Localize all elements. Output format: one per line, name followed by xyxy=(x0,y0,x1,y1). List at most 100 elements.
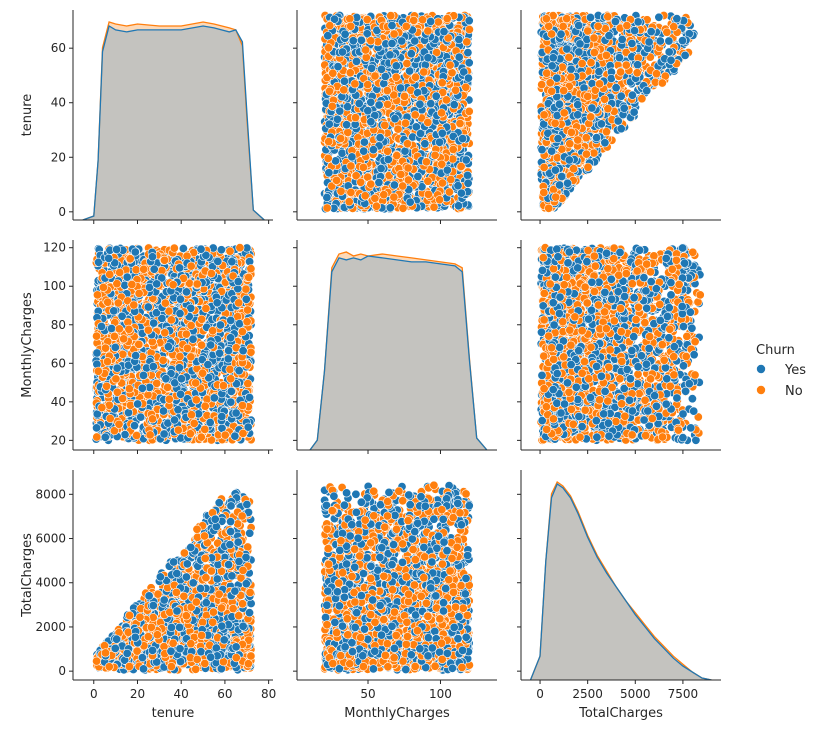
point-yes xyxy=(643,87,651,95)
point-no xyxy=(652,70,660,78)
point-no xyxy=(346,69,354,77)
point-no xyxy=(582,150,590,158)
point-yes xyxy=(343,103,351,111)
point-no xyxy=(590,34,598,42)
point-no xyxy=(380,191,388,199)
point-yes xyxy=(464,179,472,187)
point-no xyxy=(578,59,586,67)
point-yes xyxy=(681,51,689,59)
point-yes xyxy=(465,17,473,25)
point-no xyxy=(638,95,646,103)
point-yes xyxy=(548,62,556,70)
point-yes xyxy=(377,65,385,73)
point-no xyxy=(324,154,332,162)
point-yes xyxy=(605,32,613,40)
point-yes xyxy=(427,17,435,25)
point-no xyxy=(584,92,592,100)
point-no xyxy=(344,128,352,136)
point-no xyxy=(371,194,379,202)
point-yes xyxy=(414,172,422,180)
point-yes xyxy=(438,129,446,137)
point-yes xyxy=(357,36,365,44)
point-no xyxy=(545,204,553,212)
point-no xyxy=(340,86,348,94)
point-no xyxy=(543,69,551,77)
point-yes xyxy=(551,166,559,174)
point-no xyxy=(325,87,333,95)
point-no xyxy=(658,79,666,87)
point-no xyxy=(542,15,550,23)
point-yes xyxy=(549,54,557,62)
point-no xyxy=(390,193,398,201)
scatter-points xyxy=(320,11,473,213)
point-no xyxy=(424,177,432,185)
scatter-points xyxy=(92,244,256,445)
point-yes xyxy=(557,30,565,38)
point-yes xyxy=(435,138,443,146)
point-yes xyxy=(391,115,399,123)
point-no xyxy=(325,137,333,145)
point-yes xyxy=(576,40,584,48)
point-yes xyxy=(458,134,466,142)
point-yes xyxy=(367,64,375,72)
point-no xyxy=(404,164,412,172)
scatter-points xyxy=(537,11,698,212)
point-yes xyxy=(416,100,424,108)
point-no xyxy=(437,109,445,117)
point-yes xyxy=(338,48,346,56)
point-yes xyxy=(462,156,470,164)
point-yes xyxy=(617,92,625,100)
point-yes xyxy=(567,65,575,73)
point-no xyxy=(623,21,631,29)
point-no xyxy=(551,119,559,127)
point-yes xyxy=(325,120,333,128)
point-no xyxy=(430,203,438,211)
point-no xyxy=(332,176,340,184)
point-yes xyxy=(325,169,333,177)
point-yes xyxy=(375,178,383,186)
point-yes xyxy=(390,181,398,189)
point-yes xyxy=(620,104,628,112)
point-no xyxy=(547,30,555,38)
point-yes xyxy=(369,146,377,154)
point-no xyxy=(367,37,375,45)
point-no xyxy=(359,163,367,171)
point-no xyxy=(540,188,548,196)
point-no xyxy=(448,69,456,77)
point-no xyxy=(548,87,556,95)
point-no xyxy=(411,111,419,119)
point-yes xyxy=(386,204,394,212)
point-yes xyxy=(464,48,472,56)
point-yes xyxy=(464,74,472,82)
point-no xyxy=(438,179,446,187)
point-no xyxy=(463,38,471,46)
point-yes xyxy=(558,172,566,180)
point-yes xyxy=(450,101,458,109)
point-yes xyxy=(618,35,626,43)
plot-area xyxy=(537,11,698,212)
point-no xyxy=(590,48,598,56)
point-yes xyxy=(349,37,357,45)
point-no xyxy=(663,28,671,36)
point-no xyxy=(594,22,602,30)
point-no xyxy=(367,180,375,188)
point-yes xyxy=(392,62,400,70)
point-no xyxy=(600,95,608,103)
point-no xyxy=(347,22,355,30)
point-no xyxy=(401,119,409,127)
point-yes xyxy=(377,164,385,172)
point-yes xyxy=(574,101,582,109)
point-yes xyxy=(375,101,383,109)
point-no xyxy=(381,121,389,129)
point-no xyxy=(324,44,332,52)
point-yes xyxy=(388,39,396,47)
point-no xyxy=(582,134,590,142)
point-no xyxy=(392,73,400,81)
point-no xyxy=(560,86,568,94)
point-no xyxy=(326,21,334,29)
point-no xyxy=(403,140,411,148)
point-no xyxy=(567,128,575,136)
kde-fill-yes xyxy=(83,26,264,220)
point-no xyxy=(347,188,355,196)
